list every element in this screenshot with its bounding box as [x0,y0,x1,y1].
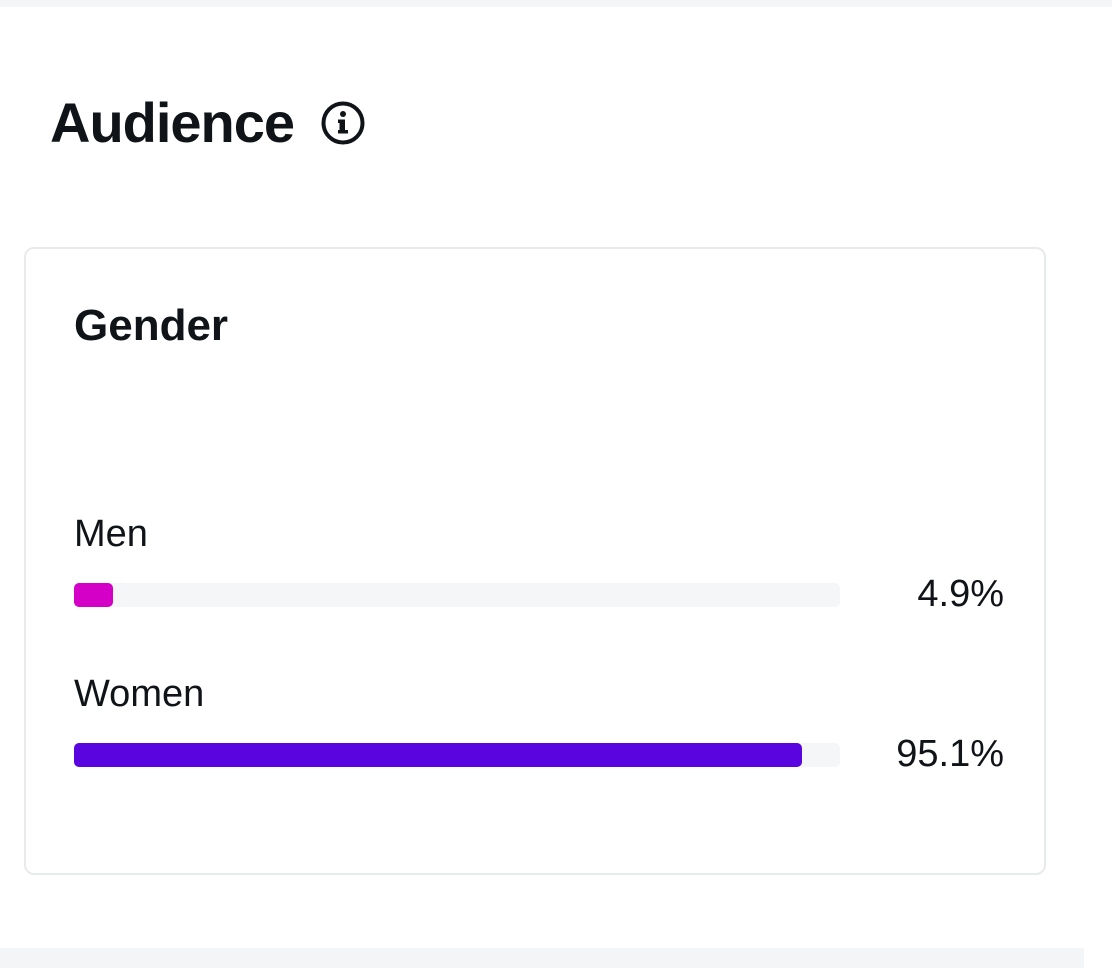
gender-row-women: Women 95.1% [74,671,1004,775]
gender-card: Gender Men 4.9% Women 95.1% [24,247,1046,875]
bottom-divider [0,948,1084,968]
percent-value: 95.1% [896,733,1004,775]
top-divider [0,0,1112,7]
section-title: Audience [50,91,295,154]
info-icon[interactable] [320,100,366,146]
audience-header: Audience [50,88,366,158]
info-icon-graphic [321,101,365,145]
percent-value: 4.9% [917,573,1004,615]
progress-track [74,743,840,767]
progress-fill [74,743,803,767]
card-title: Gender [74,301,229,350]
gender-label: Men [74,513,148,555]
gender-row-men: Men 4.9% [74,511,1004,615]
progress-fill [74,583,113,607]
progress-track [74,583,840,607]
gender-label: Women [74,673,205,715]
